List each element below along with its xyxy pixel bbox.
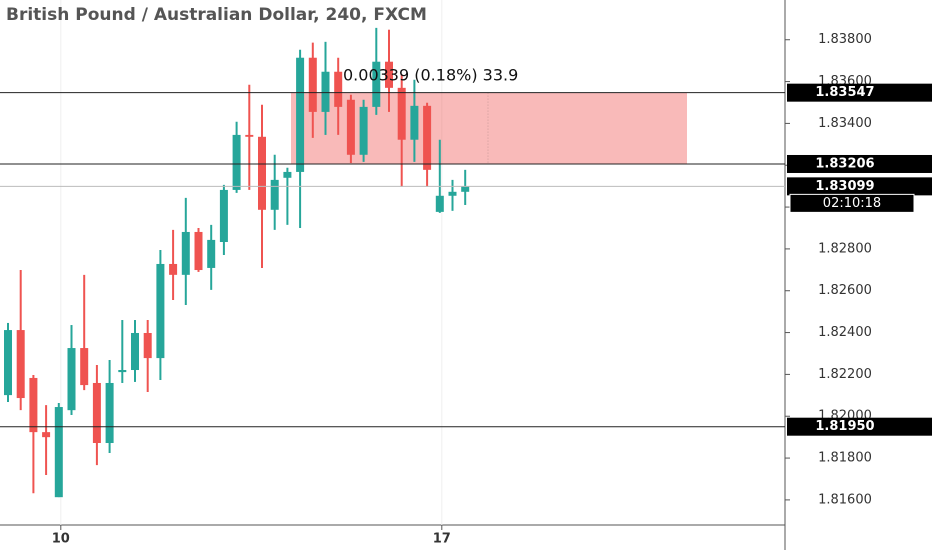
candle-body	[245, 134, 254, 137]
y-tick-label: 1.82400	[818, 325, 872, 340]
candle-body	[372, 61, 381, 107]
y-tick-label: 1.82800	[818, 241, 872, 256]
level-tag	[787, 417, 932, 436]
candle-body	[131, 332, 139, 371]
measure-box	[291, 92, 687, 164]
candle-body	[219, 189, 228, 243]
level-label: 1.83547	[815, 85, 874, 100]
candle-body	[448, 191, 457, 196]
candle-body	[16, 330, 25, 399]
candle-body	[423, 105, 432, 170]
candle-body	[461, 186, 470, 192]
y-tick-label: 1.83800	[818, 32, 872, 47]
y-tick-label: 1.81800	[818, 451, 872, 466]
y-tick-label: 1.82600	[818, 283, 872, 298]
level-tag	[787, 83, 932, 102]
candle-body	[270, 179, 279, 210]
countdown-label: 02:10:18	[823, 196, 881, 211]
candle-body	[80, 348, 89, 386]
candle-body	[156, 263, 165, 359]
candle-body	[385, 61, 393, 88]
candle-body	[334, 71, 343, 107]
candle-body	[397, 87, 406, 140]
last-price-label: 1.83099	[815, 179, 874, 194]
y-tick-label: 1.81600	[818, 492, 872, 507]
measure-label: 0.00339 (0.18%) 33.9	[343, 66, 518, 85]
last-price-tag	[787, 177, 932, 196]
x-tick-label: 10	[52, 532, 70, 547]
candle-body	[359, 106, 368, 155]
candle-body	[29, 377, 38, 433]
level-tag	[787, 154, 932, 173]
candle-body	[194, 231, 203, 271]
candle-body	[67, 348, 76, 411]
candle-body	[207, 239, 216, 268]
candle-body	[258, 136, 266, 210]
candle-body	[435, 195, 444, 212]
chart-title: British Pound / Australian Dollar, 240, …	[6, 5, 427, 25]
candle-body	[42, 432, 51, 438]
countdown-tag	[789, 193, 915, 213]
level-label: 1.81950	[815, 419, 874, 434]
x-tick-label: 17	[433, 532, 451, 547]
level-label: 1.83206	[815, 156, 874, 171]
candle-body	[232, 134, 241, 190]
candle-body	[118, 370, 127, 373]
candle-body	[92, 382, 101, 444]
y-tick-label: 1.82200	[818, 367, 872, 382]
candle-body	[4, 330, 12, 396]
candle-body	[169, 263, 178, 275]
candle-body	[346, 99, 355, 155]
y-tick-label: 1.83400	[818, 116, 872, 131]
candle-body	[321, 71, 330, 112]
candle-body	[54, 407, 63, 498]
candle-body	[296, 57, 305, 172]
candle-body	[410, 105, 419, 140]
candle-body	[105, 382, 114, 444]
candle-body	[181, 231, 190, 275]
candle-body	[308, 57, 317, 112]
candle-body	[283, 171, 292, 178]
candle-body	[143, 332, 152, 359]
